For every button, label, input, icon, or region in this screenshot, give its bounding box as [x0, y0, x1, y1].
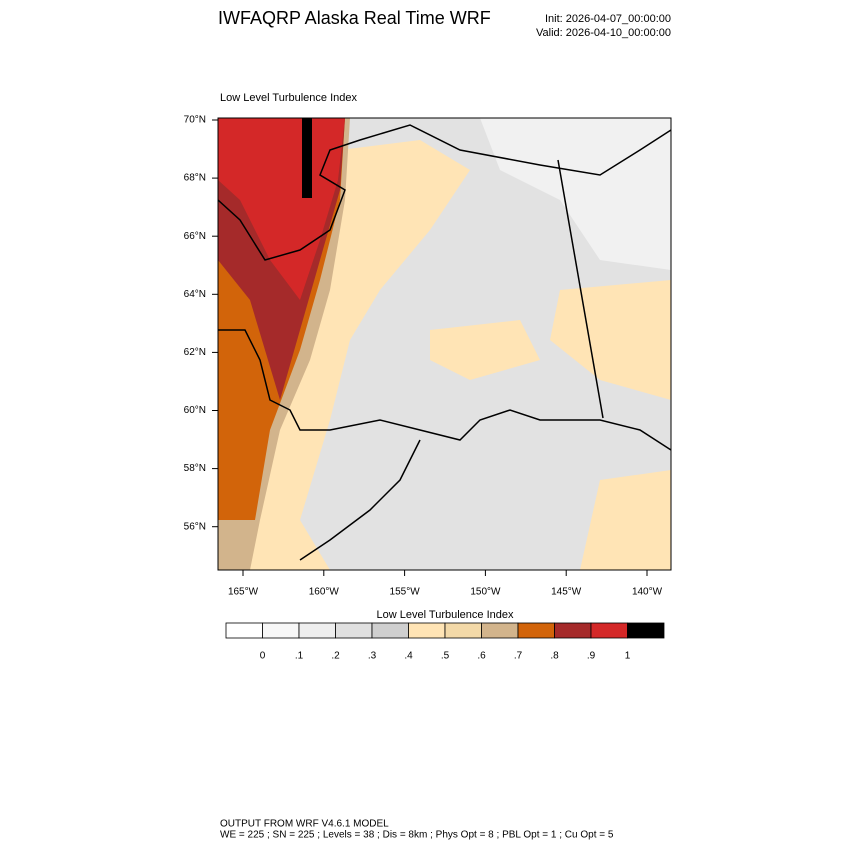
colorbar-label: .4: [404, 651, 413, 662]
colorbar-label: .1: [295, 651, 304, 662]
colorbar-box: [225, 622, 263, 639]
footer-line: OUTPUT FROM WRF V4.6.1 MODEL: [220, 819, 389, 830]
colorbar-box: [335, 622, 373, 639]
lat-label: 62°N: [184, 347, 206, 358]
lon-label: 140°W: [632, 587, 663, 598]
footer-line: WE = 225 ; SN = 225 ; Levels = 38 ; Dis …: [220, 830, 614, 841]
map-frame: [217, 117, 672, 571]
colorbar-box: [554, 622, 592, 639]
colorbar-box: [444, 622, 482, 639]
colorbar-box: [262, 622, 300, 639]
colorbar-label: .8: [550, 651, 559, 662]
lat-label: 66°N: [184, 231, 206, 242]
lat-label: 70°N: [184, 115, 206, 126]
lat-label: 56°N: [184, 521, 206, 532]
colorbar-box: [590, 622, 628, 639]
colorbar-label: .2: [331, 651, 340, 662]
colorbar-box: [627, 622, 665, 639]
field-patch: [550, 280, 671, 400]
field-patch: [430, 320, 540, 380]
coastline: [299, 439, 421, 561]
lat-label: 58°N: [184, 463, 206, 474]
coastline: [218, 124, 671, 261]
colorbar-label: .7: [514, 651, 523, 662]
colorbar-box: [481, 622, 519, 639]
colorbar-box: [371, 622, 409, 639]
lat-label: 64°N: [184, 289, 206, 300]
border: [557, 159, 604, 419]
field-patch: [302, 118, 312, 198]
init-time: Init: 2026-04-07_00:00:00: [545, 13, 671, 25]
lon-label: 165°W: [228, 587, 259, 598]
colorbar-label: .9: [587, 651, 596, 662]
coastline: [218, 329, 671, 451]
colorbar-box: [408, 622, 446, 639]
colorbar-box: [298, 622, 336, 639]
colorbar-label: .3: [368, 651, 377, 662]
colorbar-label: .6: [477, 651, 486, 662]
colorbar-box: [517, 622, 555, 639]
colorbar-label: 1: [625, 651, 631, 662]
field-light: [480, 118, 671, 270]
valid-time: Valid: 2026-04-10_00:00:00: [536, 27, 671, 39]
lon-label: 155°W: [390, 587, 421, 598]
colorbar-title: Low Level Turbulence Index: [377, 609, 514, 621]
colorbar-label: 0: [260, 651, 266, 662]
lat-label: 60°N: [184, 405, 206, 416]
field-patch: [580, 470, 671, 570]
map-field: [218, 118, 671, 570]
lon-label: 150°W: [470, 587, 501, 598]
title: IWFAQRP Alaska Real Time WRF: [218, 8, 491, 28]
field-patch: [218, 118, 345, 300]
lon-label: 160°W: [309, 587, 340, 598]
map-title: Low Level Turbulence Index: [220, 92, 357, 104]
lon-label: 145°W: [551, 587, 582, 598]
colorbar-label: .5: [441, 651, 450, 662]
lat-label: 68°N: [184, 173, 206, 184]
